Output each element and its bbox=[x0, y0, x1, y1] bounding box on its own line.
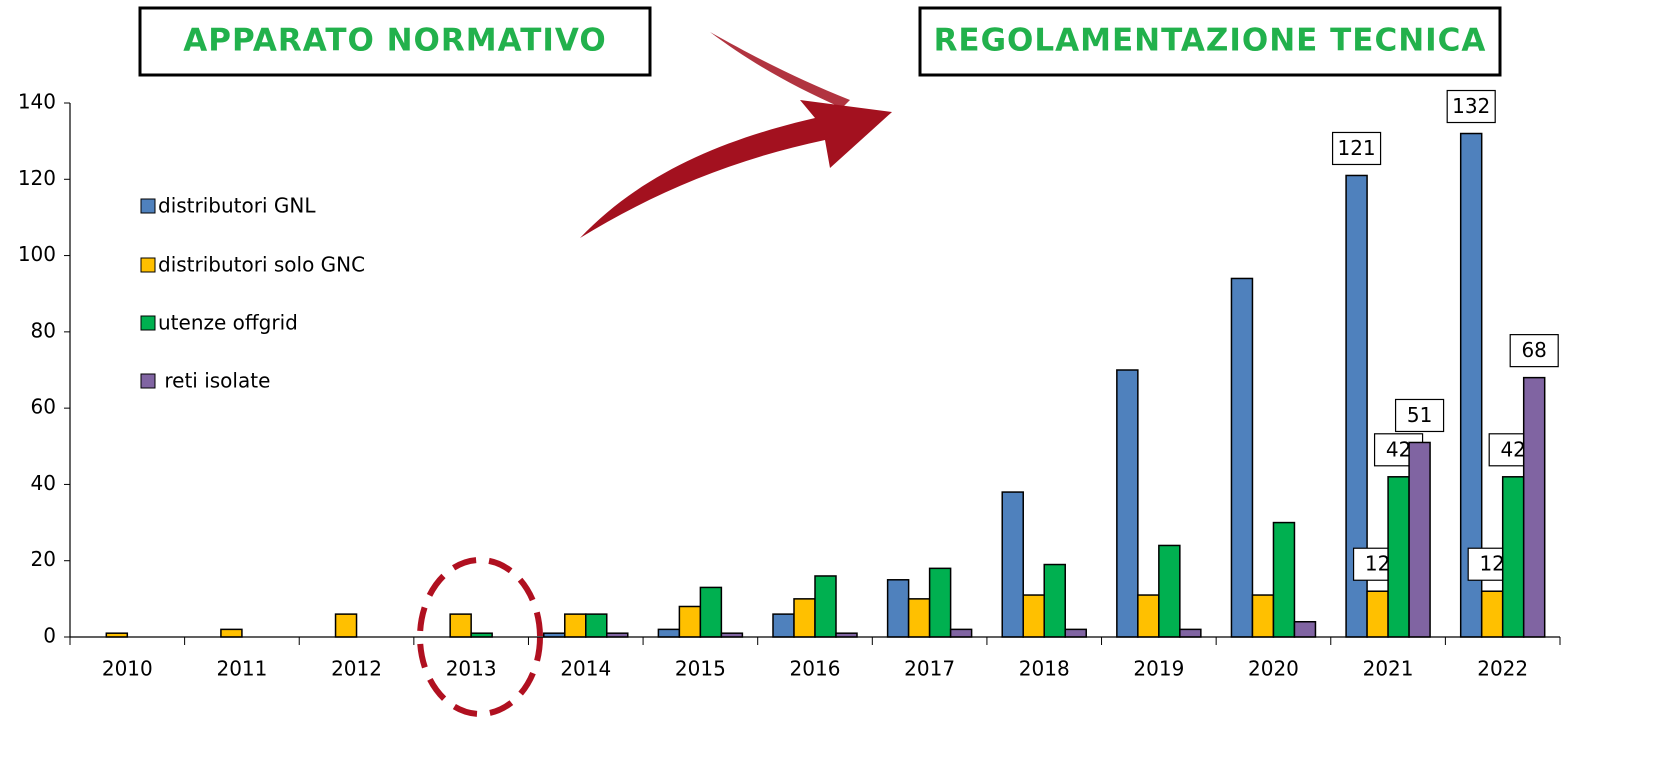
y-tick-label: 0 bbox=[43, 624, 56, 648]
y-tick-label: 120 bbox=[18, 166, 56, 190]
bar bbox=[657, 628, 681, 638]
x-tick-label: 2012 bbox=[331, 657, 382, 681]
x-tick-label: 2021 bbox=[1363, 657, 1414, 681]
bar bbox=[334, 613, 358, 638]
header-left: APPARATO NORMATIVO bbox=[183, 23, 606, 59]
bar bbox=[1064, 628, 1087, 638]
legend-label: distributori GNL bbox=[158, 194, 316, 218]
data-label: 12 bbox=[1365, 552, 1390, 576]
y-tick-label: 20 bbox=[31, 547, 56, 571]
bar bbox=[886, 579, 910, 638]
legend-label: utenze offgrid bbox=[158, 311, 298, 335]
legend-swatch bbox=[140, 198, 156, 214]
bar bbox=[1480, 590, 1504, 638]
legend-swatch bbox=[140, 373, 156, 389]
bar bbox=[793, 598, 816, 638]
bar bbox=[1230, 277, 1254, 638]
x-tick-label: 2010 bbox=[102, 657, 153, 681]
data-label: 121 bbox=[1337, 136, 1375, 160]
y-tick-label: 40 bbox=[31, 471, 56, 495]
x-tick-label: 2015 bbox=[675, 657, 726, 681]
x-tick-label: 2019 bbox=[1133, 657, 1184, 681]
bar bbox=[1022, 594, 1045, 638]
x-tick-label: 2016 bbox=[790, 657, 841, 681]
bar bbox=[1366, 590, 1389, 638]
bar bbox=[220, 628, 243, 638]
bar bbox=[772, 613, 795, 638]
header-right: REGOLAMENTAZIONE TECNICA bbox=[934, 23, 1487, 59]
bar bbox=[1387, 476, 1410, 638]
x-tick-label: 2014 bbox=[560, 657, 611, 681]
bar bbox=[699, 586, 723, 638]
bar bbox=[564, 613, 587, 638]
data-label: 42 bbox=[1500, 437, 1525, 461]
bar bbox=[1522, 376, 1546, 638]
bar bbox=[1137, 594, 1160, 638]
bar bbox=[814, 575, 837, 638]
bar bbox=[1116, 369, 1139, 638]
bar bbox=[1158, 544, 1181, 638]
bar bbox=[949, 628, 973, 638]
x-tick-label: 2022 bbox=[1477, 657, 1528, 681]
header-box bbox=[138, 6, 652, 77]
data-label: 51 bbox=[1407, 403, 1432, 427]
x-tick-label: 2020 bbox=[1248, 657, 1299, 681]
legend-label: reti isolate bbox=[158, 369, 270, 393]
data-label-box bbox=[1446, 89, 1496, 124]
data-label-box bbox=[1394, 398, 1445, 433]
data-label: 12 bbox=[1479, 552, 1504, 576]
y-tick-label: 140 bbox=[18, 90, 56, 114]
bar bbox=[1501, 476, 1525, 638]
x-tick-label: 2018 bbox=[1019, 657, 1070, 681]
data-label: 68 bbox=[1521, 338, 1546, 362]
arrow bbox=[580, 100, 892, 238]
legend-label: distributori solo GNC bbox=[158, 253, 365, 277]
bar bbox=[1001, 491, 1024, 638]
x-tick-label: 2017 bbox=[904, 657, 955, 681]
data-label: 132 bbox=[1452, 94, 1490, 118]
bar bbox=[678, 605, 702, 638]
x-tick-label: 2011 bbox=[216, 657, 267, 681]
bar bbox=[449, 613, 472, 638]
bar bbox=[1293, 620, 1317, 638]
arrow-stroke bbox=[710, 32, 850, 108]
legend-swatch bbox=[140, 315, 156, 331]
data-label: 42 bbox=[1386, 437, 1411, 461]
y-tick-label: 80 bbox=[31, 318, 56, 342]
data-label-box bbox=[1331, 131, 1382, 166]
bar bbox=[1179, 628, 1202, 638]
y-tick-label: 60 bbox=[31, 395, 56, 419]
bar bbox=[928, 567, 952, 638]
bar bbox=[1251, 594, 1275, 638]
legend-swatch bbox=[140, 257, 156, 273]
bar bbox=[1272, 521, 1296, 638]
x-tick-label: 2013 bbox=[446, 657, 497, 681]
bar bbox=[1043, 563, 1066, 638]
bar bbox=[1408, 441, 1431, 638]
bar bbox=[585, 613, 608, 638]
y-tick-label: 100 bbox=[18, 242, 56, 266]
data-label-box bbox=[1509, 334, 1559, 368]
bar bbox=[907, 598, 931, 638]
header-box bbox=[918, 6, 1502, 77]
